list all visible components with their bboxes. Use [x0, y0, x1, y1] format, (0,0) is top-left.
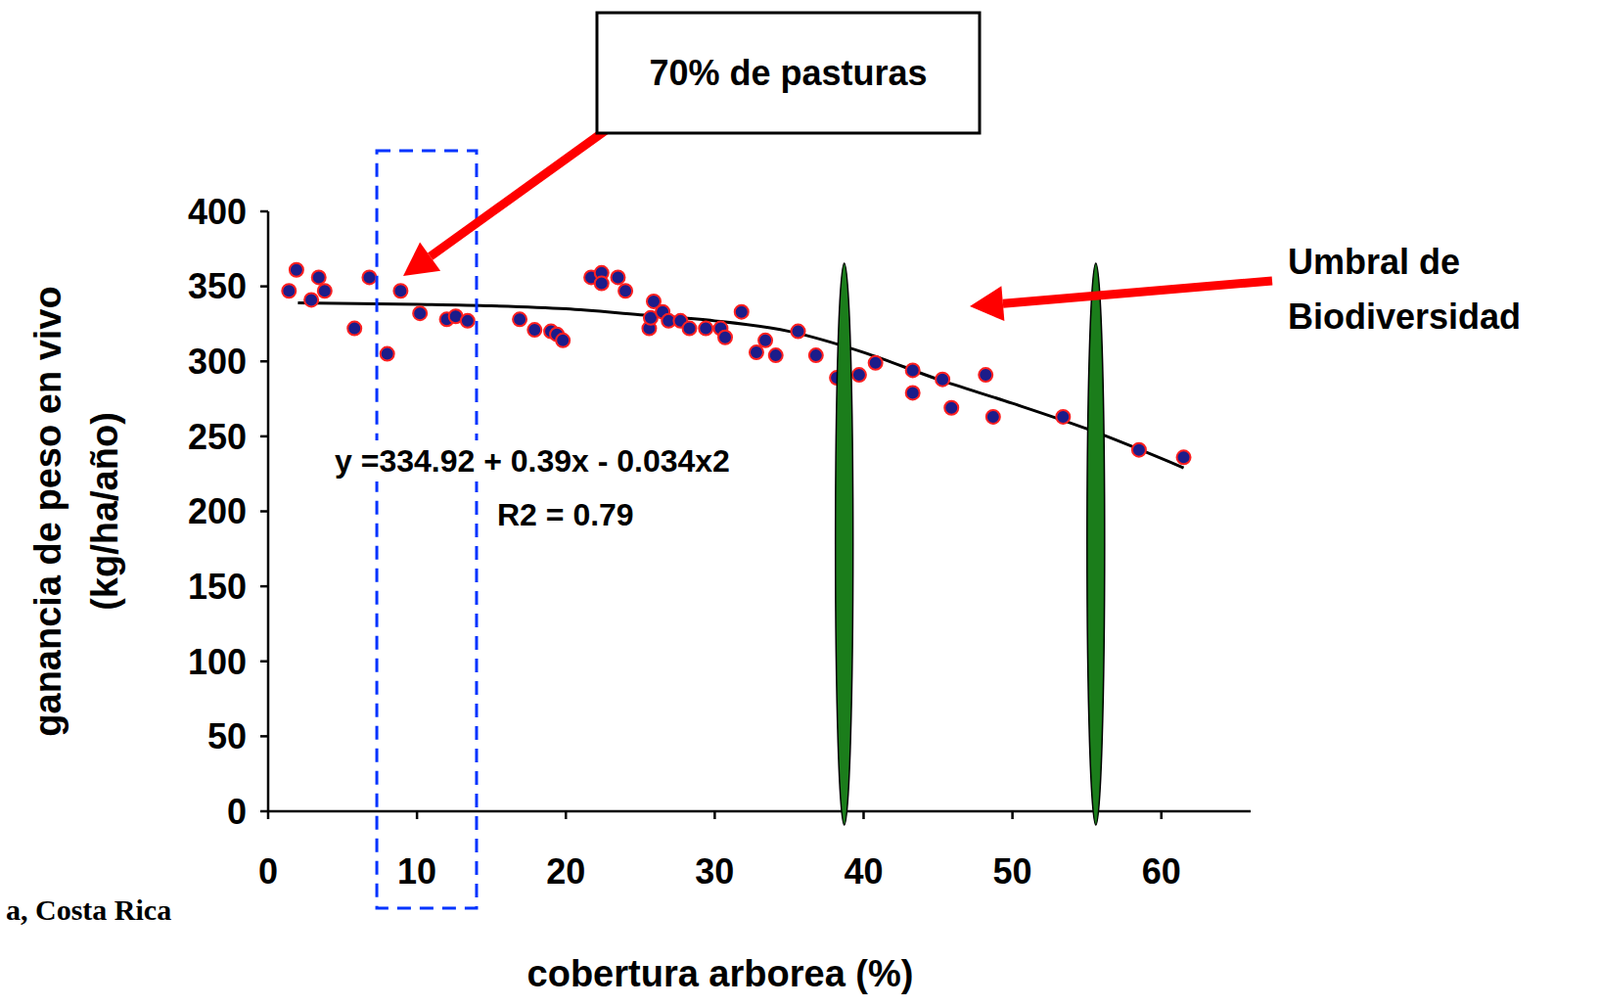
- svg-text:10: 10: [397, 851, 437, 892]
- svg-text:200: 200: [187, 491, 247, 532]
- svg-text:ganancia de peso en vivo: ganancia de peso en vivo: [27, 285, 69, 736]
- svg-text:Umbral deBiodiversidad: Umbral deBiodiversidad: [1287, 241, 1521, 337]
- svg-text:100: 100: [187, 641, 247, 683]
- svg-text:R2 = 0.79: R2 = 0.79: [497, 497, 635, 533]
- svg-text:(kg/ha/año): (kg/ha/año): [84, 411, 126, 611]
- svg-text:50: 50: [207, 716, 247, 757]
- svg-text:400: 400: [187, 191, 247, 232]
- svg-text:0: 0: [227, 791, 247, 832]
- svg-text:y =334.92 + 0.39x - 0.034x2: y =334.92 + 0.39x - 0.034x2: [334, 443, 731, 479]
- svg-text:250: 250: [187, 416, 247, 458]
- svg-text:150: 150: [187, 566, 247, 607]
- svg-text:40: 40: [843, 851, 883, 892]
- svg-text:300: 300: [187, 341, 247, 382]
- svg-text:a, Costa Rica: a, Costa Rica: [5, 893, 172, 926]
- svg-text:30: 30: [694, 851, 734, 892]
- svg-text:0: 0: [258, 851, 278, 892]
- svg-text:50: 50: [993, 851, 1033, 892]
- svg-text:70% de pasturas: 70% de pasturas: [648, 52, 927, 93]
- svg-text:350: 350: [187, 266, 247, 307]
- svg-text:60: 60: [1142, 851, 1182, 892]
- svg-text:cobertura arborea (%): cobertura arborea (%): [527, 953, 915, 995]
- svg-text:20: 20: [546, 851, 586, 892]
